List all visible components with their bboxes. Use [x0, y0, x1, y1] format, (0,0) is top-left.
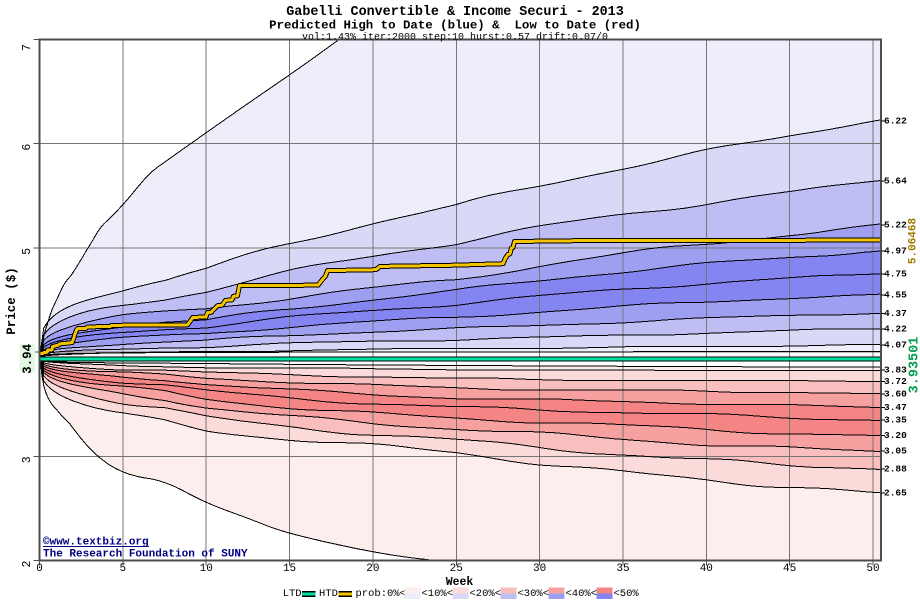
svg-text:3.94: 3.94 — [21, 343, 35, 374]
svg-text:4.37: 4.37 — [884, 308, 907, 319]
svg-text:3.72: 3.72 — [884, 376, 907, 387]
svg-text:<10%<: <10%< — [422, 588, 454, 600]
svg-text:15: 15 — [283, 563, 296, 575]
svg-text:Predicted High to Date (blue): Predicted High to Date (blue) & Low to D… — [269, 19, 641, 33]
svg-text:Week: Week — [446, 576, 474, 589]
svg-text:5: 5 — [21, 248, 34, 255]
svg-text:4.97: 4.97 — [884, 246, 907, 257]
svg-text:4.75: 4.75 — [884, 268, 907, 279]
svg-text:50: 50 — [866, 563, 879, 575]
svg-text:Gabelli Convertible & Income S: Gabelli Convertible & Income Securi - 20… — [286, 5, 624, 20]
svg-text:5.22: 5.22 — [884, 219, 907, 230]
svg-text:3.83: 3.83 — [884, 364, 907, 375]
svg-text:Price ($): Price ($) — [5, 267, 19, 335]
svg-text:3: 3 — [21, 456, 34, 463]
svg-text:45: 45 — [783, 563, 796, 575]
svg-text:<20%<: <20%< — [470, 588, 502, 600]
svg-text:prob:0%<: prob:0%< — [356, 588, 406, 600]
svg-text:3.93501: 3.93501 — [908, 337, 920, 394]
svg-text:vol:1.43% iter:2000 step:10 hu: vol:1.43% iter:2000 step:10 hurst:0.57 d… — [302, 32, 608, 44]
svg-text:HTD: HTD — [319, 588, 338, 600]
svg-text:6.22: 6.22 — [884, 115, 907, 126]
svg-text:3.20: 3.20 — [884, 430, 907, 441]
svg-text:3.47: 3.47 — [884, 402, 907, 413]
svg-text:The Research Foundation of SUN: The Research Foundation of SUNY — [43, 549, 248, 561]
svg-text:6: 6 — [21, 144, 34, 151]
svg-text:4.07: 4.07 — [884, 339, 907, 350]
svg-text:<30%<: <30%< — [518, 588, 550, 600]
svg-text:5.06468: 5.06468 — [908, 218, 920, 265]
svg-text:25: 25 — [450, 563, 463, 575]
svg-text:0: 0 — [36, 563, 43, 575]
svg-text:<50%: <50% — [614, 588, 640, 600]
svg-text:35: 35 — [616, 563, 629, 575]
svg-text:10: 10 — [200, 563, 213, 575]
svg-text:7: 7 — [21, 44, 34, 51]
svg-text:3.35: 3.35 — [884, 414, 907, 425]
svg-text:©www.textbiz.org: ©www.textbiz.org — [43, 537, 149, 549]
svg-text:20: 20 — [366, 563, 379, 575]
svg-text:3.05: 3.05 — [884, 446, 907, 457]
svg-text:<40%<: <40%< — [566, 588, 598, 600]
svg-text:5: 5 — [120, 563, 127, 575]
svg-text:5.64: 5.64 — [884, 176, 907, 187]
svg-text:LTD: LTD — [283, 588, 302, 600]
svg-text:2: 2 — [21, 560, 34, 567]
svg-text:3.60: 3.60 — [884, 388, 907, 399]
svg-text:40: 40 — [700, 563, 713, 575]
svg-text:4.55: 4.55 — [884, 289, 907, 300]
svg-text:2.65: 2.65 — [884, 487, 907, 498]
svg-text:4.22: 4.22 — [884, 324, 907, 335]
svg-text:30: 30 — [533, 563, 546, 575]
svg-text:2.88: 2.88 — [884, 463, 907, 474]
